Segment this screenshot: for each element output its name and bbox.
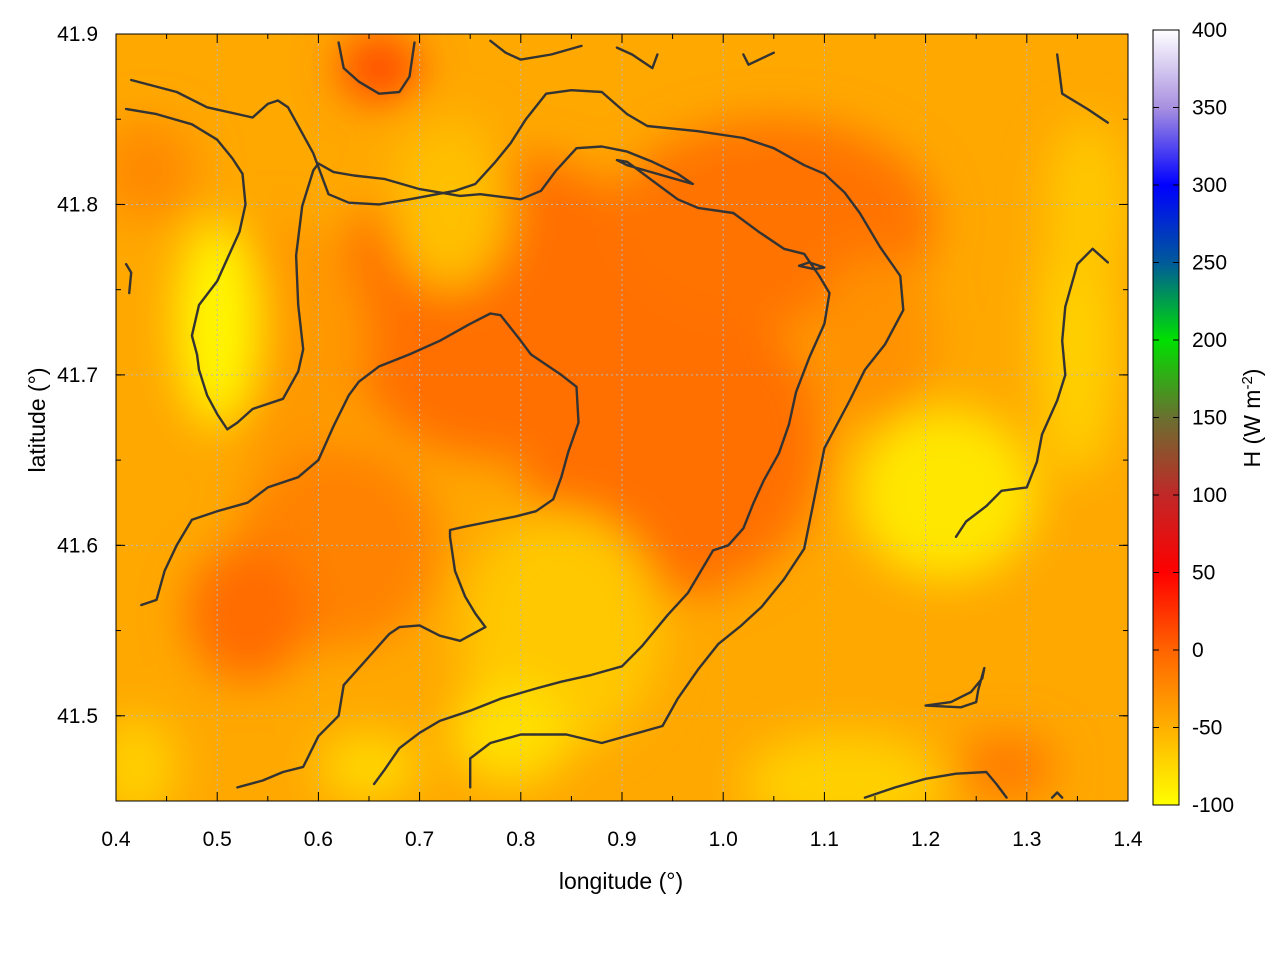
contour-line-7 (1056, 53, 1109, 124)
colorbar-tick-label: 50 (1192, 562, 1215, 585)
contour-line-12 (1050, 791, 1064, 799)
x-tick-label: 1.4 (1113, 828, 1143, 851)
contour-line-6 (124, 262, 133, 295)
colorbar-tick-label: -100 (1192, 794, 1234, 817)
x-tick-label: 0.6 (304, 828, 333, 851)
y-tick-label: 41.8 (57, 193, 98, 216)
contour-line-11 (742, 51, 775, 66)
colorbar-tick-label: -50 (1192, 717, 1222, 740)
x-tick-label: 0.4 (101, 828, 131, 851)
colorbar-label-main: H (W m (1239, 390, 1265, 468)
field-blob-11 (854, 408, 1037, 580)
y-tick-label: 41.6 (57, 534, 98, 557)
x-axis-label: longitude (°) (559, 868, 683, 894)
axis-ticks: 0.4 0.5 0.6 0.7 0.8 0.9 1.0 1.1 1.2 1.3 1.4 41.5 41.… (57, 23, 1143, 851)
contour-line-10 (615, 46, 659, 70)
colorbar-ticks: -100 -50 0 50 100 150 200 250 300 350 400 (1153, 19, 1234, 817)
colorbar-tick-label: 0 (1192, 639, 1204, 662)
y-tick-label: 41.9 (57, 23, 98, 46)
contour-line-4 (924, 666, 986, 709)
x-tick-label: 1.0 (709, 828, 738, 851)
colorbar-tick-label: 100 (1192, 484, 1227, 507)
contour-line-2 (140, 312, 580, 789)
colorbar-label-sup: -2 (1239, 376, 1256, 389)
contour-line-1 (124, 107, 831, 786)
y-tick-label: 41.5 (57, 705, 98, 728)
contour-line-0 (130, 78, 905, 789)
y-axis-label: latitude (°) (24, 367, 50, 472)
colorbar-tick-label: 350 (1192, 97, 1227, 120)
colorbar-tick-label: 250 (1192, 252, 1227, 275)
contour-line-9 (489, 39, 583, 61)
colorbar-tick-label: 300 (1192, 174, 1227, 197)
x-tick-label: 0.9 (607, 828, 636, 851)
field-blob-4 (186, 545, 309, 682)
x-tick-label: 1.2 (911, 828, 940, 851)
contour-line-13 (954, 247, 1109, 538)
field-blob-8 (955, 732, 1058, 801)
field-blob-19 (318, 732, 420, 801)
y-tick-label: 41.7 (57, 364, 98, 387)
colorbar-tick-label: 150 (1192, 407, 1227, 430)
colorbar-label: H (W m-2) (1239, 369, 1266, 468)
contour-line-3 (863, 770, 1008, 799)
contour-lines (124, 39, 1109, 799)
heatmap-field (116, 34, 1128, 801)
contour-line-8 (337, 41, 416, 95)
field-blob-17 (743, 732, 946, 801)
x-tick-label: 0.8 (506, 828, 535, 851)
colorbar-label-end: ) (1239, 369, 1265, 377)
field-blob-14 (389, 119, 511, 290)
x-tick-label: 1.3 (1012, 828, 1041, 851)
contour-line-5 (797, 261, 826, 271)
colorbar-tick-label: 400 (1192, 19, 1227, 42)
x-tick-label: 1.1 (810, 828, 839, 851)
x-tick-label: 0.7 (405, 828, 434, 851)
x-tick-label: 0.5 (203, 828, 232, 851)
field-blob-6 (116, 119, 197, 222)
field-blob-5 (338, 34, 420, 103)
grid-lines (116, 34, 1128, 801)
field-blobs (116, 34, 1128, 801)
field-blob-9 (814, 255, 936, 427)
colorbar-tick-label: 200 (1192, 329, 1227, 352)
field-blob-18 (116, 715, 177, 801)
